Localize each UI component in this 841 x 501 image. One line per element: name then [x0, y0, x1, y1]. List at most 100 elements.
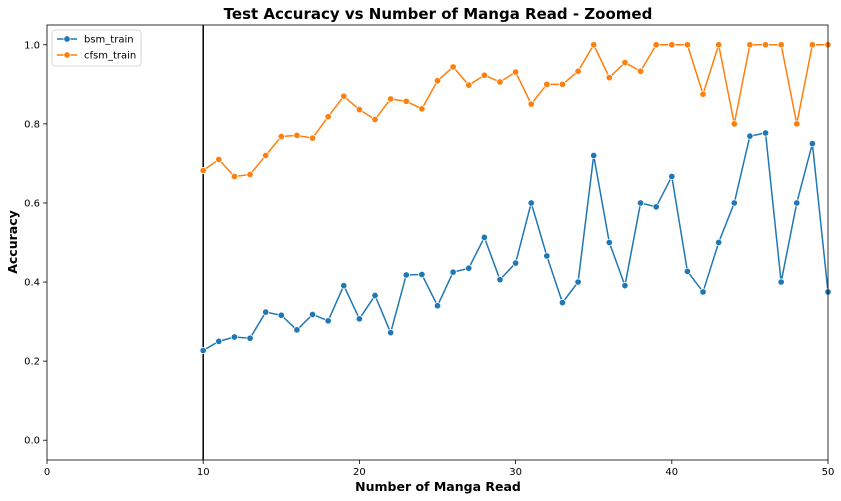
data-point-cfsm_train: [340, 92, 348, 100]
data-point-bsm_train: [777, 278, 785, 286]
data-point-bsm_train: [215, 337, 223, 345]
legend-marker: [63, 51, 71, 59]
data-point-bsm_train: [527, 199, 535, 207]
data-point-cfsm_train: [730, 120, 738, 128]
data-point-bsm_train: [558, 299, 567, 307]
data-point-bsm_train: [746, 132, 754, 140]
data-point-cfsm_train: [637, 67, 645, 75]
y-tick-label: 1.0: [24, 40, 40, 51]
x-tick-label: 0: [44, 467, 50, 478]
data-point-bsm_train: [574, 278, 582, 286]
data-point-cfsm_train: [199, 166, 207, 175]
data-point-bsm_train: [808, 140, 816, 148]
data-point-cfsm_train: [605, 74, 613, 82]
data-point-bsm_train: [230, 333, 238, 341]
data-point-cfsm_train: [480, 71, 488, 79]
data-point-bsm_train: [715, 238, 723, 247]
data-point-cfsm_train: [652, 41, 660, 49]
data-point-bsm_train: [730, 199, 738, 207]
data-point-cfsm_train: [324, 113, 332, 121]
data-point-cfsm_train: [543, 80, 551, 88]
y-tick-label: 0.6: [24, 198, 40, 209]
data-point-bsm_train: [308, 310, 317, 319]
data-point-bsm_train: [340, 282, 348, 290]
data-point-bsm_train: [668, 172, 676, 181]
data-point-cfsm_train: [574, 67, 582, 75]
plot-frame: [46, 24, 829, 461]
data-point-cfsm_train: [715, 41, 723, 49]
data-point-bsm_train: [387, 329, 395, 337]
data-point-bsm_train: [699, 288, 707, 296]
data-point-bsm_train: [512, 259, 520, 267]
data-point-bsm_train: [277, 311, 285, 319]
data-point-cfsm_train: [512, 68, 520, 76]
data-point-cfsm_train: [793, 120, 801, 128]
x-axis: 0 10 20 30 40 50: [44, 460, 835, 478]
data-point-cfsm_train: [808, 41, 816, 49]
x-axis-label: Number of Manga Read: [355, 479, 521, 494]
legend-marker: [63, 35, 71, 43]
data-point-bsm_train: [465, 264, 473, 272]
data-point-cfsm_train: [262, 151, 270, 160]
data-point-cfsm_train: [230, 172, 238, 181]
data-point-cfsm_train: [308, 134, 317, 142]
data-point-cfsm_train: [777, 41, 785, 49]
data-point-bsm_train: [433, 302, 442, 310]
data-point-bsm_train: [371, 291, 379, 300]
data-point-cfsm_train: [449, 63, 457, 71]
data-point-cfsm_train: [355, 106, 363, 114]
data-point-bsm_train: [652, 203, 660, 211]
data-point-bsm_train: [496, 276, 504, 284]
data-point-bsm_train: [590, 151, 598, 160]
data-point-bsm_train: [246, 334, 254, 342]
data-point-cfsm_train: [371, 115, 379, 124]
legend-label: bsm_train: [84, 35, 134, 46]
data-point-bsm_train: [605, 238, 613, 247]
data-point-bsm_train: [324, 317, 332, 325]
data-point-cfsm_train: [683, 41, 691, 49]
data-point-cfsm_train: [590, 41, 598, 49]
data-point-cfsm_train: [465, 81, 473, 89]
data-point-cfsm_train: [746, 41, 754, 49]
data-point-bsm_train: [621, 282, 629, 290]
data-point-cfsm_train: [558, 80, 567, 88]
x-tick-label: 40: [665, 467, 678, 478]
y-axis: 0.0 0.2 0.4 0.6 0.8 1.0: [24, 40, 47, 447]
data-point-cfsm_train: [293, 131, 301, 139]
x-tick-label: 10: [197, 467, 210, 478]
y-axis-label: Accuracy: [5, 210, 20, 274]
data-point-cfsm_train: [246, 170, 254, 179]
data-point-cfsm_train: [433, 77, 442, 85]
data-point-bsm_train: [683, 267, 691, 275]
data-point-bsm_train: [761, 129, 770, 137]
y-tick-label: 0.4: [24, 278, 40, 289]
data-point-cfsm_train: [761, 41, 770, 49]
data-point-bsm_train: [449, 268, 457, 276]
data-point-cfsm_train: [496, 78, 504, 86]
data-point-cfsm_train: [699, 90, 707, 98]
data-point-cfsm_train: [277, 132, 285, 141]
data-point-cfsm_train: [621, 59, 629, 67]
data-point-bsm_train: [793, 199, 801, 207]
data-point-bsm_train: [293, 326, 301, 334]
x-tick-label: 20: [353, 467, 366, 478]
data-point-cfsm_train: [402, 97, 410, 105]
legend-label: cfsm_train: [84, 51, 136, 62]
chart-title: Test Accuracy vs Number of Manga Read - …: [224, 5, 653, 23]
data-point-cfsm_train: [215, 155, 223, 164]
data-point-cfsm_train: [527, 100, 535, 108]
y-tick-label: 0.8: [24, 119, 40, 130]
data-point-cfsm_train: [387, 95, 395, 103]
y-tick-label: 0.2: [24, 357, 40, 368]
data-point-bsm_train: [637, 199, 645, 207]
x-tick-label: 50: [822, 467, 835, 478]
legend: bsm_train cfsm_train: [51, 29, 142, 67]
data-point-bsm_train: [543, 252, 551, 260]
data-point-bsm_train: [199, 346, 207, 355]
data-point-bsm_train: [480, 233, 488, 241]
data-point-bsm_train: [355, 315, 363, 323]
plot-area: [199, 25, 832, 460]
data-point-cfsm_train: [668, 41, 676, 49]
